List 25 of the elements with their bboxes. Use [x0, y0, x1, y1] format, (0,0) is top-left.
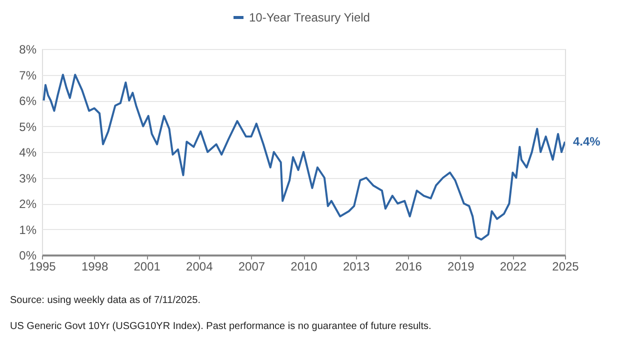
- x-tick-label: 2019: [448, 260, 475, 274]
- y-tick-label: 6%: [19, 94, 37, 108]
- x-tick-label: 1998: [81, 260, 108, 274]
- x-tick-label: 2022: [500, 260, 527, 274]
- x-tick-label: 2010: [290, 260, 318, 274]
- y-tick-label: 5%: [19, 120, 37, 134]
- y-tick-label: 3%: [19, 171, 37, 186]
- x-tick-label: 2001: [134, 260, 161, 274]
- source-note: Source: using weekly data as of 7/11/2025.: [10, 295, 200, 306]
- x-tick-label: 2016: [395, 260, 422, 274]
- text: US Generic Govt 10Yr (USGG10YR Index). Past performance is no guarantee of future results.: [10, 321, 432, 332]
- y-tick-label: 8%: [19, 42, 37, 56]
- x-tick-label: 2013: [342, 260, 370, 274]
- y-tick-label: 1%: [19, 222, 37, 237]
- y-tick-label: 4%: [19, 146, 37, 160]
- x-tick-label: 2004: [186, 260, 214, 274]
- y-tick-label: 2%: [19, 197, 37, 211]
- x-tick-label: 1995: [29, 260, 56, 274]
- x-tick-label: 2025: [552, 260, 580, 274]
- y-tick-label: 0%: [19, 248, 37, 262]
- annotation: 4.4%: [573, 134, 601, 149]
- y-tick-label: 7%: [19, 68, 37, 82]
- line-series: [42, 74, 565, 241]
- x-tick-label: 2007: [238, 260, 266, 274]
- legend-label: 10-Year Treasury Yield: [249, 10, 370, 24]
